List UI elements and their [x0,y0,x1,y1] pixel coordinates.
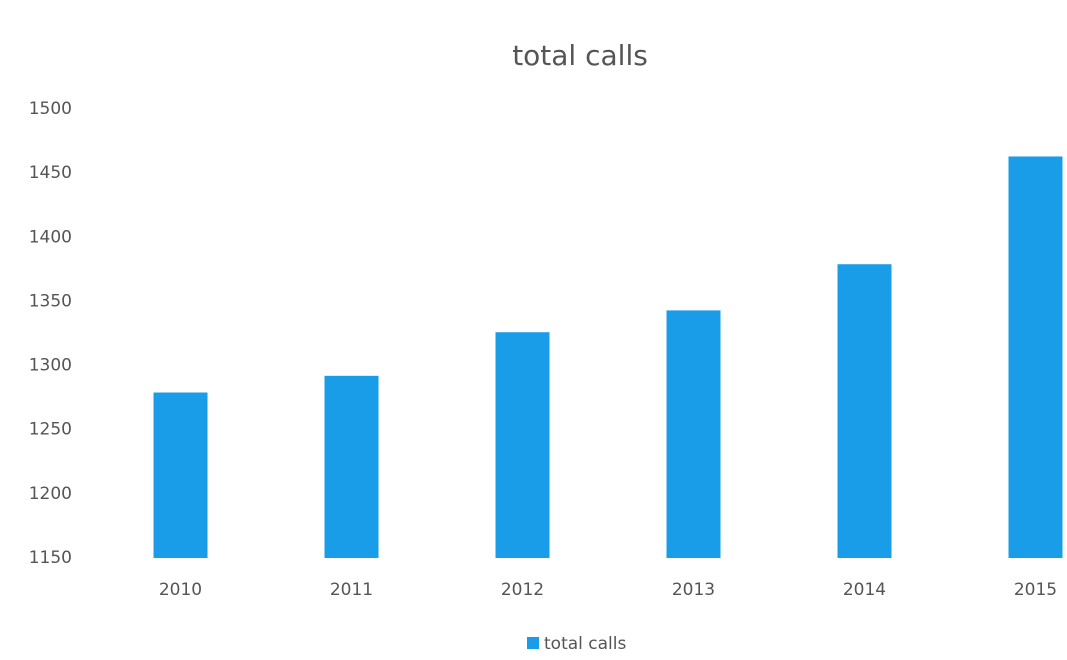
chart-title: total calls [512,39,648,72]
x-tick-label: 2015 [1014,580,1057,600]
y-tick-label: 1300 [29,356,72,376]
y-tick-label: 1450 [29,163,72,183]
bar [666,310,721,558]
bar [495,332,550,558]
bar [153,392,208,558]
bar [837,264,892,558]
x-tick-label: 2014 [843,580,886,600]
y-tick-label: 1500 [29,99,72,119]
y-tick-label: 1250 [29,420,72,440]
x-tick-label: 2013 [672,580,715,600]
y-tick-label: 1400 [29,227,72,247]
x-tick-label: 2012 [501,580,544,600]
bar [1008,156,1063,559]
x-tick-label: 2011 [330,580,373,600]
legend-swatch [527,637,539,649]
legend-label: total calls [544,634,626,654]
y-tick-label: 1350 [29,291,72,311]
bar [324,375,379,558]
y-tick-label: 1150 [29,548,72,568]
y-tick-label: 1200 [29,484,72,504]
x-tick-label: 2010 [159,580,202,600]
